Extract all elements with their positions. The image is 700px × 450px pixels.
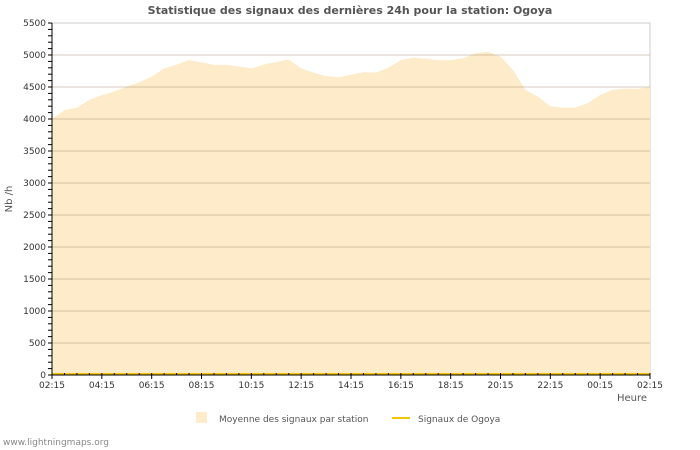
x-tick-label: 16:15: [388, 381, 414, 391]
y-tick-label: 4500: [23, 83, 46, 93]
x-tick-label: 12:15: [288, 381, 314, 391]
x-tick-label: 02:15: [637, 381, 663, 391]
legend-swatch-average: [196, 412, 207, 423]
y-axis-label: Nb /h: [4, 186, 15, 213]
area-average-signals: [52, 51, 650, 376]
x-tick-label: 22:15: [537, 381, 563, 391]
x-axis-label: Heure: [617, 393, 647, 404]
y-tick-label: 1500: [23, 275, 46, 285]
y-tick-label: 4000: [23, 115, 46, 125]
x-tick-label: 02:15: [39, 381, 65, 391]
y-tick-label: 5500: [23, 19, 46, 29]
x-tick-label: 20:15: [488, 381, 514, 391]
legend-label-station: Signaux de Ogoya: [418, 415, 500, 425]
y-tick-label: 3000: [23, 179, 46, 189]
y-tick-label: 2500: [23, 211, 46, 221]
x-tick-label: 08:15: [189, 381, 215, 391]
x-tick-label: 18:15: [438, 381, 464, 391]
x-tick-label: 06:15: [139, 381, 165, 391]
legend: Moyenne des signaux par station Signaux …: [196, 412, 500, 425]
y-tick-label: 2000: [23, 243, 46, 253]
x-tick-label: 14:15: [338, 381, 364, 391]
x-tick-label: 00:15: [587, 381, 613, 391]
y-tick-label: 1000: [23, 307, 46, 317]
y-tick-label: 3500: [23, 147, 46, 157]
y-tick-label: 500: [29, 339, 46, 349]
x-tick-label: 10:15: [238, 381, 264, 391]
x-tick-label: 04:15: [89, 381, 115, 391]
chart-title: Statistique des signaux des dernières 24…: [148, 4, 553, 17]
legend-label-average: Moyenne des signaux par station: [219, 415, 369, 425]
y-tick-label: 5000: [23, 51, 46, 61]
footer-link[interactable]: www.lightningmaps.org: [3, 438, 109, 448]
y-tick-label: 0: [40, 371, 46, 381]
